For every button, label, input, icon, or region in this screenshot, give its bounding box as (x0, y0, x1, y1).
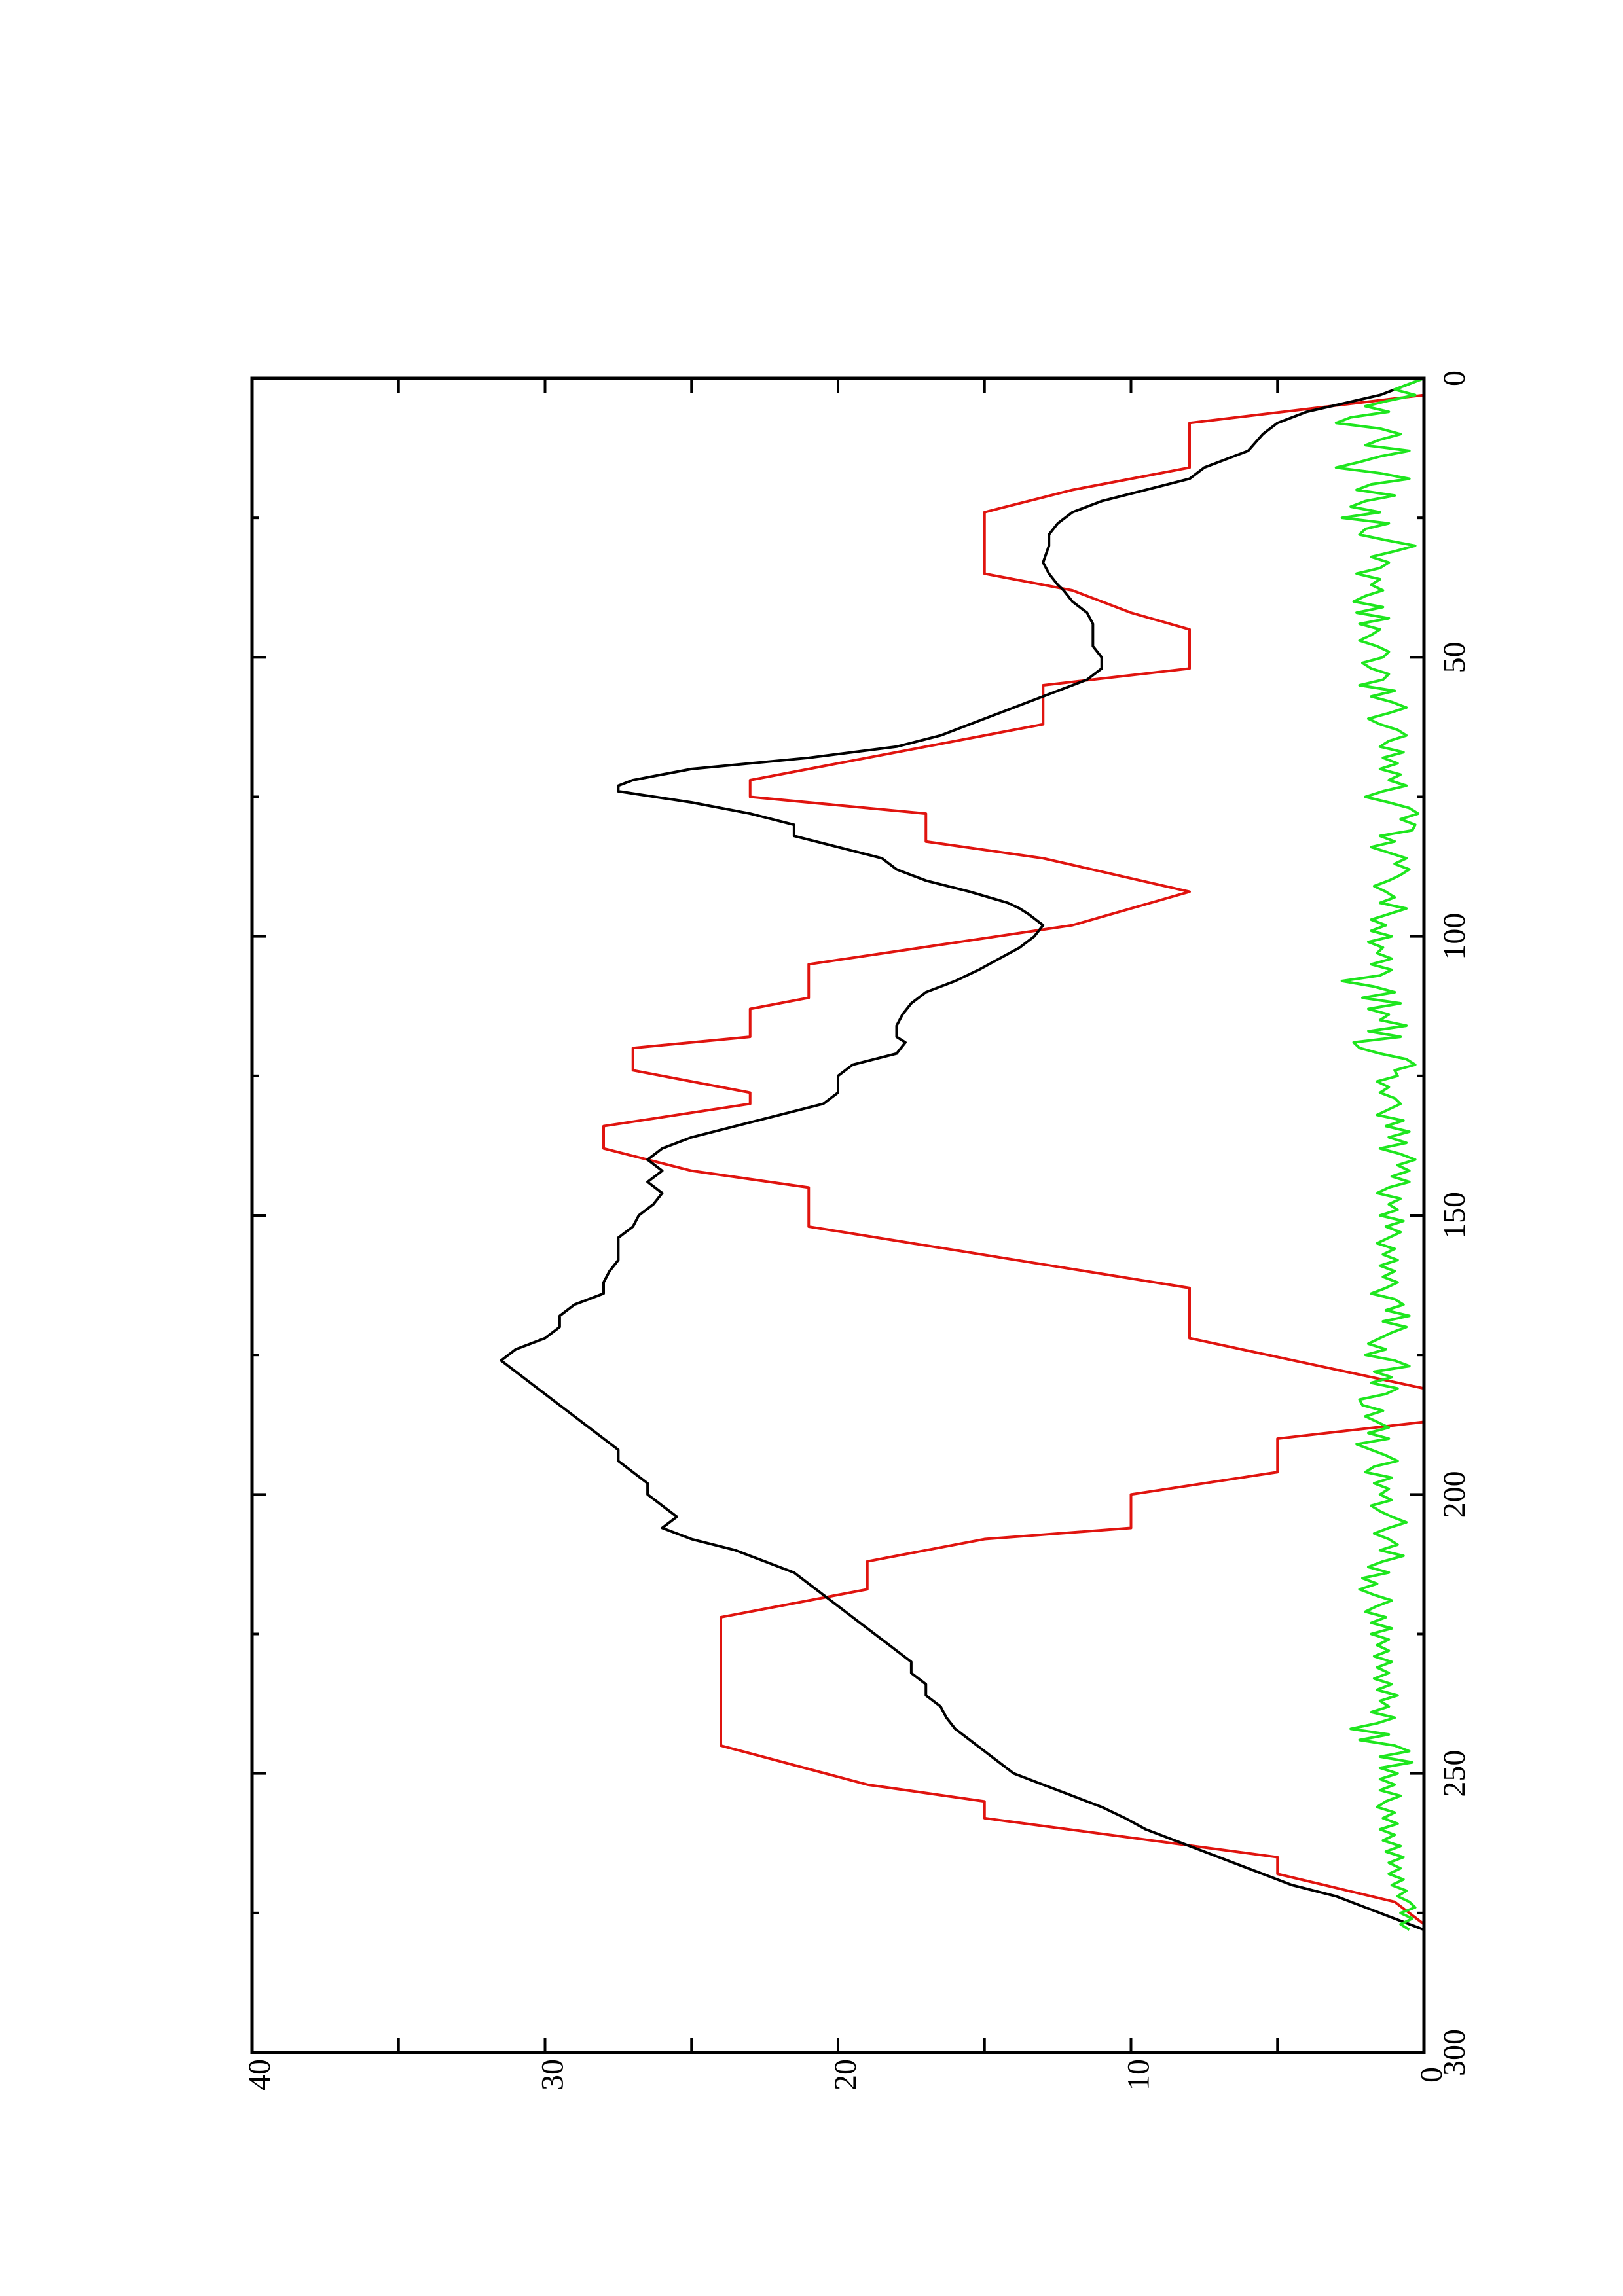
y-tick-label: 40 (242, 2059, 277, 2090)
y-tick-label: 10 (1122, 2059, 1156, 2090)
x-tick-label: 100 (1437, 913, 1472, 960)
x-tick-label: 150 (1437, 1192, 1472, 1239)
y-tick-label: 0 (1414, 2067, 1449, 2083)
y-tick-label: 30 (536, 2059, 570, 2090)
x-tick-label: 0 (1437, 370, 1472, 386)
series-line-2 (500, 377, 1425, 1931)
x-tick-label: 200 (1437, 1471, 1472, 1518)
x-tick-label: 50 (1437, 641, 1472, 673)
x-tick-label: 300 (1437, 2029, 1472, 2076)
series-line-1 (602, 378, 1425, 1926)
series-layer (500, 377, 1425, 1931)
x-tick-label: 250 (1437, 1750, 1472, 1797)
series-line-3 (1334, 377, 1425, 1931)
tick-layer (251, 377, 1425, 2054)
y-tick-label: 20 (828, 2059, 863, 2090)
